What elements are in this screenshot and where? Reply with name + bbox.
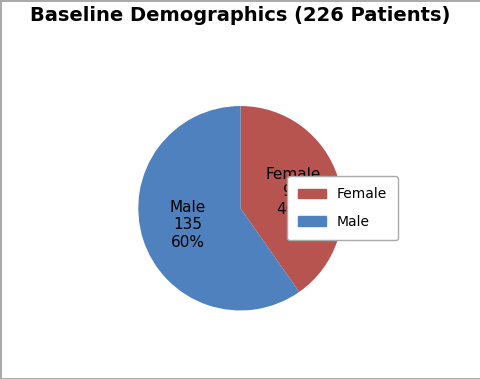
Title: Baseline Demographics (226 Patients): Baseline Demographics (226 Patients)	[30, 6, 450, 25]
Legend: Female, Male: Female, Male	[286, 176, 397, 240]
Text: Male
135
60%: Male 135 60%	[169, 200, 206, 250]
Text: Female
91
40%: Female 91 40%	[265, 167, 320, 216]
Wedge shape	[138, 106, 299, 310]
Wedge shape	[240, 106, 342, 292]
